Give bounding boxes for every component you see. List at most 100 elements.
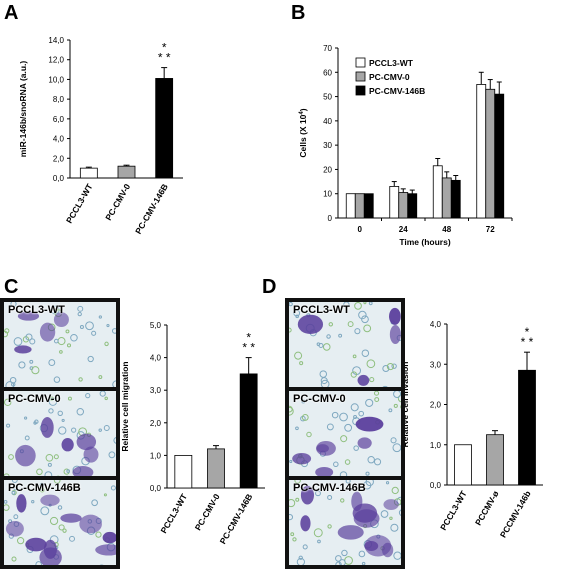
category-label-D-1: PCCMV-ø bbox=[473, 488, 501, 527]
bar-B-2-2 bbox=[450, 179, 461, 219]
category-label-A-0: PCCL3-WT bbox=[64, 181, 95, 225]
micrograph-d-cmv146b-label: PC-CMV-146B bbox=[293, 482, 366, 494]
bar-B-2-1 bbox=[407, 193, 418, 219]
micrograph-d-cmv0-label: PC-CMV-0 bbox=[293, 393, 346, 405]
micrograph-texture bbox=[4, 391, 116, 476]
y-tick-label-D: 4,0 bbox=[430, 320, 442, 329]
bar-B-2-3 bbox=[494, 93, 505, 219]
legend-swatch-B-0 bbox=[355, 57, 366, 68]
micrograph-d-cmv146b: PC-CMV-146B bbox=[287, 478, 403, 567]
bar-A-1 bbox=[117, 165, 136, 179]
micrograph-c-wt-label: PCCL3-WT bbox=[8, 304, 65, 316]
y-tick-label-A: 6,0 bbox=[53, 115, 65, 124]
y-tick-label-C: 3,0 bbox=[150, 386, 162, 395]
bar-B-0-0 bbox=[345, 193, 356, 219]
micrograph-texture bbox=[289, 391, 401, 476]
bar-B-2-0 bbox=[363, 193, 374, 219]
x-tick-label-B-0: 0 bbox=[358, 225, 363, 234]
legend-label-B-1: PC-CMV-0 bbox=[369, 72, 410, 82]
panel-label-a: A bbox=[4, 2, 19, 24]
bar-B-1-3 bbox=[485, 88, 496, 219]
bar-B-1-0 bbox=[354, 193, 365, 219]
micrograph-c-wt: PCCL3-WT bbox=[2, 300, 118, 389]
bar-C-1 bbox=[207, 448, 225, 489]
y-tick-label-A: 10,0 bbox=[48, 75, 64, 84]
y-tick-label-A: 14,0 bbox=[48, 36, 64, 45]
bar-D-0 bbox=[454, 444, 472, 486]
micrograph-d-wt: PCCL3-WT bbox=[287, 300, 403, 389]
legend-swatch-B-1 bbox=[355, 71, 366, 82]
y-tick-label-D: 0,0 bbox=[430, 481, 442, 490]
y-axis-label-D: Relative cell invasion bbox=[400, 362, 410, 448]
bar-A-2 bbox=[155, 78, 174, 179]
bar-C-0 bbox=[174, 454, 193, 489]
y-tick-label-B: 70 bbox=[323, 44, 332, 53]
category-label-A-1: PC-CMV-0 bbox=[103, 182, 132, 222]
legend-swatch-B-2 bbox=[355, 85, 366, 96]
y-tick-label-B: 40 bbox=[323, 117, 332, 126]
legend-label-B-0: PCCL3-WT bbox=[369, 58, 414, 68]
micrograph-panel-d bbox=[285, 298, 405, 569]
bar-A-0 bbox=[79, 167, 98, 179]
y-tick-label-C: 4,0 bbox=[150, 354, 162, 363]
micrograph-texture bbox=[289, 302, 401, 387]
y-tick-label-B: 10 bbox=[323, 190, 332, 199]
significance-star-A: * * bbox=[158, 51, 171, 65]
bar-B-1-1 bbox=[398, 192, 409, 219]
bar-B-0-3 bbox=[476, 84, 487, 219]
micrograph-texture bbox=[4, 480, 116, 565]
y-tick-label-A: 8,0 bbox=[53, 95, 65, 104]
bar-B-0-2 bbox=[432, 165, 443, 219]
y-tick-label-C: 0,0 bbox=[150, 484, 162, 493]
category-label-D-2: PCCMV-146b bbox=[498, 489, 533, 539]
y-axis-label-C: Relative cell migration bbox=[120, 361, 130, 451]
bar-C-2 bbox=[239, 373, 258, 489]
y-tick-label-A: 12,0 bbox=[48, 56, 64, 65]
y-tick-label-A: 0,0 bbox=[53, 174, 65, 183]
panel-label-b: B bbox=[291, 2, 306, 24]
y-axis-label-B: Cells (X 104) bbox=[298, 108, 308, 157]
legend-label-B-2: PC-CMV-146B bbox=[369, 86, 425, 96]
micrograph-c-cmv146b-label: PC-CMV-146B bbox=[8, 482, 81, 494]
x-tick-label-B-1: 24 bbox=[399, 225, 408, 234]
x-tick-label-B-3: 72 bbox=[486, 225, 495, 234]
y-tick-label-B: 0 bbox=[328, 214, 333, 223]
micrograph-texture bbox=[289, 480, 401, 565]
y-tick-label-D: 1,0 bbox=[430, 441, 442, 450]
category-label-D-0: PCCL3-WT bbox=[438, 488, 469, 532]
y-tick-label-D: 2,0 bbox=[430, 401, 442, 410]
y-tick-label-D: 3,0 bbox=[430, 360, 442, 369]
category-label-C-0: PCCL3-WT bbox=[158, 491, 189, 535]
micrograph-d-cmv0: PC-CMV-0 bbox=[287, 389, 403, 478]
micrograph-c-cmv0-label: PC-CMV-0 bbox=[8, 393, 61, 405]
micrograph-c-cmv146b: PC-CMV-146B bbox=[2, 478, 118, 567]
micrograph-c-cmv0: PC-CMV-0 bbox=[2, 389, 118, 478]
significance-star-C: * bbox=[246, 331, 251, 345]
y-axis-label-A: miR-146b/snoRNA (a.u.) bbox=[18, 61, 28, 158]
significance-star-C: * * bbox=[242, 341, 255, 355]
category-label-A-2: PC-CMV-146B bbox=[133, 182, 170, 236]
bar-D-2 bbox=[518, 369, 536, 486]
bar-B-0-1 bbox=[389, 186, 400, 219]
bar-B-1-2 bbox=[441, 177, 452, 219]
y-tick-label-A: 4,0 bbox=[53, 135, 65, 144]
y-tick-label-B: 30 bbox=[323, 141, 332, 150]
bar-D-1 bbox=[486, 434, 504, 486]
micrograph-panel-c bbox=[0, 298, 120, 569]
micrograph-d-wt-label: PCCL3-WT bbox=[293, 304, 350, 316]
micrograph-texture bbox=[4, 302, 116, 387]
significance-star-A: * bbox=[162, 41, 167, 55]
y-tick-label-A: 2,0 bbox=[53, 154, 65, 163]
y-tick-label-B: 20 bbox=[323, 165, 332, 174]
x-axis-label-B: Time (hours) bbox=[399, 237, 450, 247]
significance-star-D: * * bbox=[521, 335, 534, 349]
category-label-C-1: PC-CMV-0 bbox=[193, 492, 222, 532]
panel-label-d: D bbox=[262, 276, 277, 298]
y-tick-label-C: 1,0 bbox=[150, 451, 162, 460]
panel-label-c: C bbox=[4, 276, 19, 298]
y-tick-label-B: 50 bbox=[323, 93, 332, 102]
significance-star-D: * bbox=[525, 325, 530, 339]
y-tick-label-C: 5,0 bbox=[150, 321, 162, 330]
y-tick-label-C: 2,0 bbox=[150, 419, 162, 428]
